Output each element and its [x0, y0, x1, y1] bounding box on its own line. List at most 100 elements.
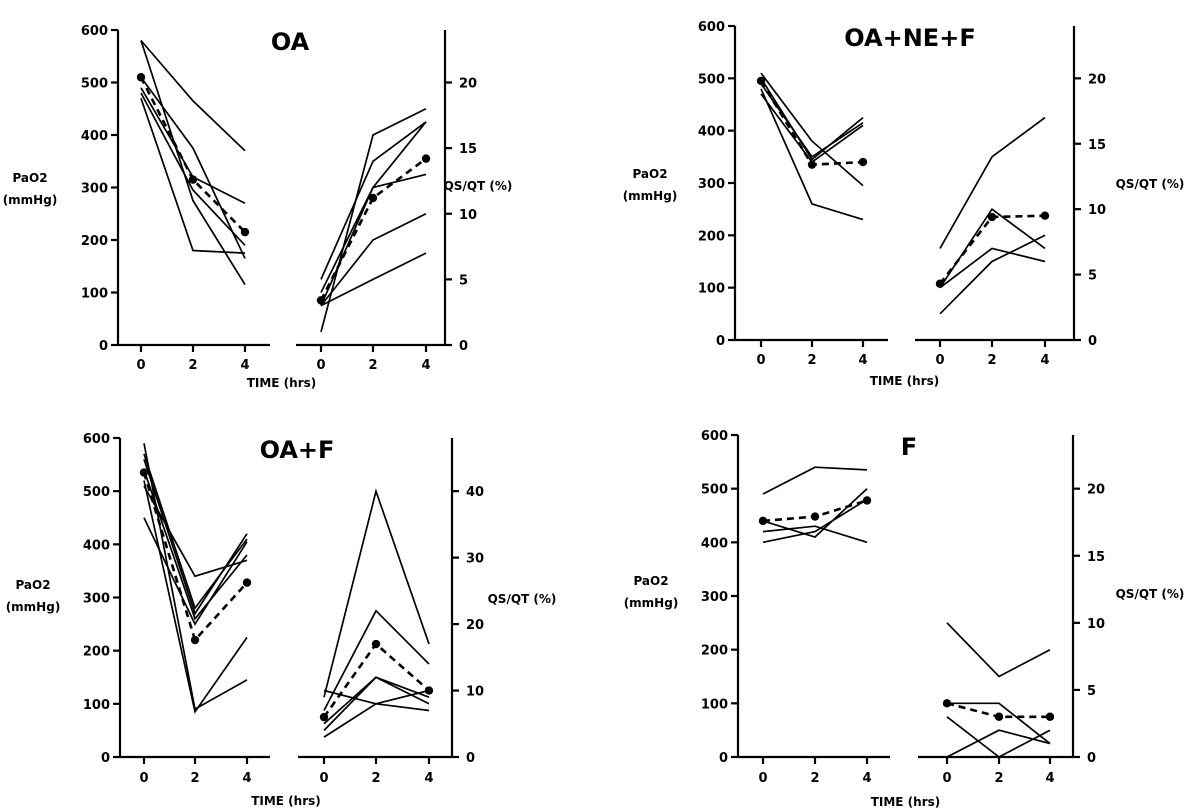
- pao2-mean-point: [758, 516, 768, 526]
- right-y-tick-label: 5: [1087, 684, 1096, 699]
- x-tick-label: 4: [862, 771, 871, 786]
- panel-title: OA+NE+F: [844, 24, 975, 52]
- right-y-tick-label: 20: [1087, 483, 1105, 498]
- left-y-tick-label: 100: [81, 287, 108, 302]
- qsqt-series-line: [320, 121, 427, 293]
- left-y-axis-unit: (mmHg): [6, 600, 61, 614]
- x-tick-label: 2: [371, 771, 380, 786]
- right-y-tick-label: 15: [1088, 138, 1106, 153]
- pao2-mean-point: [810, 512, 820, 521]
- x-axis-label: TIME (hrs): [871, 795, 941, 809]
- qsqt-series-line: [323, 676, 430, 725]
- x-tick-label: 4: [1045, 771, 1054, 786]
- pao2-series-line: [143, 453, 248, 610]
- qsqt-mean-point: [994, 712, 1004, 721]
- x-tick-label: 4: [242, 771, 251, 786]
- x-tick-label: 0: [316, 358, 325, 373]
- qsqt-mean-line: [938, 214, 1046, 285]
- right-y-tick-label: 20: [459, 77, 477, 92]
- left-y-axis-unit: (mmHg): [624, 596, 679, 610]
- right-y-tick-label: 5: [459, 273, 468, 288]
- pao2-series-line: [762, 498, 868, 544]
- pao2-mean-point: [240, 227, 250, 237]
- qsqt-series-line: [946, 729, 1051, 758]
- right-y-tick-label: 40: [466, 485, 484, 500]
- left-y-tick-label: 100: [701, 697, 728, 712]
- pao2-mean-point: [190, 635, 200, 645]
- left-y-tick-label: 300: [81, 182, 108, 197]
- x-tick-label: 4: [424, 771, 433, 786]
- x-tick-label: 2: [190, 771, 199, 786]
- x-axis-label: TIME (hrs): [247, 376, 317, 390]
- pao2-series-line: [760, 88, 864, 221]
- left-y-tick-label: 500: [81, 77, 108, 92]
- qsqt-mean-point: [1045, 712, 1055, 721]
- left-y-tick-label: 0: [101, 751, 110, 766]
- right-y-tick-label: 0: [1088, 334, 1097, 349]
- left-y-tick-label: 0: [719, 751, 728, 766]
- qsqt-series-line: [946, 622, 1051, 678]
- right-y-tick-label: 30: [466, 552, 484, 567]
- pao2-series-line: [762, 525, 868, 544]
- x-tick-label: 0: [756, 353, 765, 368]
- x-tick-label: 0: [758, 771, 767, 786]
- pao2-series-line: [760, 72, 864, 187]
- left-y-tick-label: 200: [701, 644, 728, 659]
- qsqt-mean-point: [987, 212, 997, 222]
- right-y-tick-label: 10: [1088, 203, 1106, 218]
- right-y-tick-label: 20: [1088, 72, 1106, 87]
- qsqt-mean-point: [316, 296, 326, 305]
- pao2-series-line: [760, 83, 864, 158]
- qsqt-series-line: [946, 716, 1051, 759]
- qsqt-mean-point: [942, 699, 952, 708]
- left-y-tick-label: 500: [698, 72, 725, 87]
- pao2-mean-point: [807, 160, 817, 169]
- qsqt-series-line: [320, 252, 427, 307]
- pao2-series-line: [760, 77, 864, 161]
- pao2-series-line: [143, 517, 248, 626]
- pao2-series-line: [143, 469, 248, 621]
- left-y-tick-label: 300: [83, 592, 110, 607]
- left-y-tick-label: 200: [83, 645, 110, 660]
- left-y-tick-label: 200: [81, 234, 108, 249]
- pao2-mean-point: [136, 73, 146, 82]
- pao2-series-line: [762, 466, 868, 495]
- x-tick-label: 2: [810, 771, 819, 786]
- qsqt-series-line: [323, 676, 430, 731]
- qsqt-mean-point: [1040, 211, 1050, 220]
- left-y-tick-label: 600: [698, 20, 725, 35]
- right-y-tick-label: 15: [1087, 550, 1105, 565]
- qsqt-series-line: [939, 116, 1046, 249]
- qsqt-mean-point: [368, 193, 378, 203]
- left-y-tick-label: 500: [83, 485, 110, 500]
- right-y-tick-label: 20: [466, 618, 484, 633]
- left-y-axis-unit: (mmHg): [3, 193, 58, 207]
- x-tick-label: 0: [136, 358, 145, 373]
- left-y-tick-label: 100: [83, 698, 110, 713]
- qsqt-mean-point: [319, 712, 329, 722]
- pao2-series-line: [143, 480, 248, 714]
- x-axis-label: TIME (hrs): [870, 374, 940, 388]
- x-tick-label: 4: [858, 353, 867, 368]
- panel-title: OA+F: [260, 436, 335, 464]
- pao2-series-line: [140, 76, 246, 259]
- pao2-series-line: [143, 485, 248, 578]
- x-tick-label: 4: [421, 358, 430, 373]
- qsqt-series-line: [323, 609, 430, 711]
- left-y-tick-label: 600: [81, 24, 108, 39]
- left-y-tick-label: 0: [99, 339, 108, 354]
- left-y-tick-label: 600: [701, 429, 728, 444]
- qsqt-series-line: [323, 689, 430, 738]
- right-y-axis-label: QS/QT (%): [1116, 177, 1185, 191]
- left-y-tick-label: 100: [698, 282, 725, 297]
- right-y-tick-label: 0: [1087, 751, 1096, 766]
- left-y-axis-unit: (mmHg): [623, 189, 678, 203]
- right-y-tick-label: 10: [1087, 617, 1105, 632]
- pao2-series-line: [143, 459, 248, 616]
- right-y-axis-label: QS/QT (%): [1116, 587, 1185, 601]
